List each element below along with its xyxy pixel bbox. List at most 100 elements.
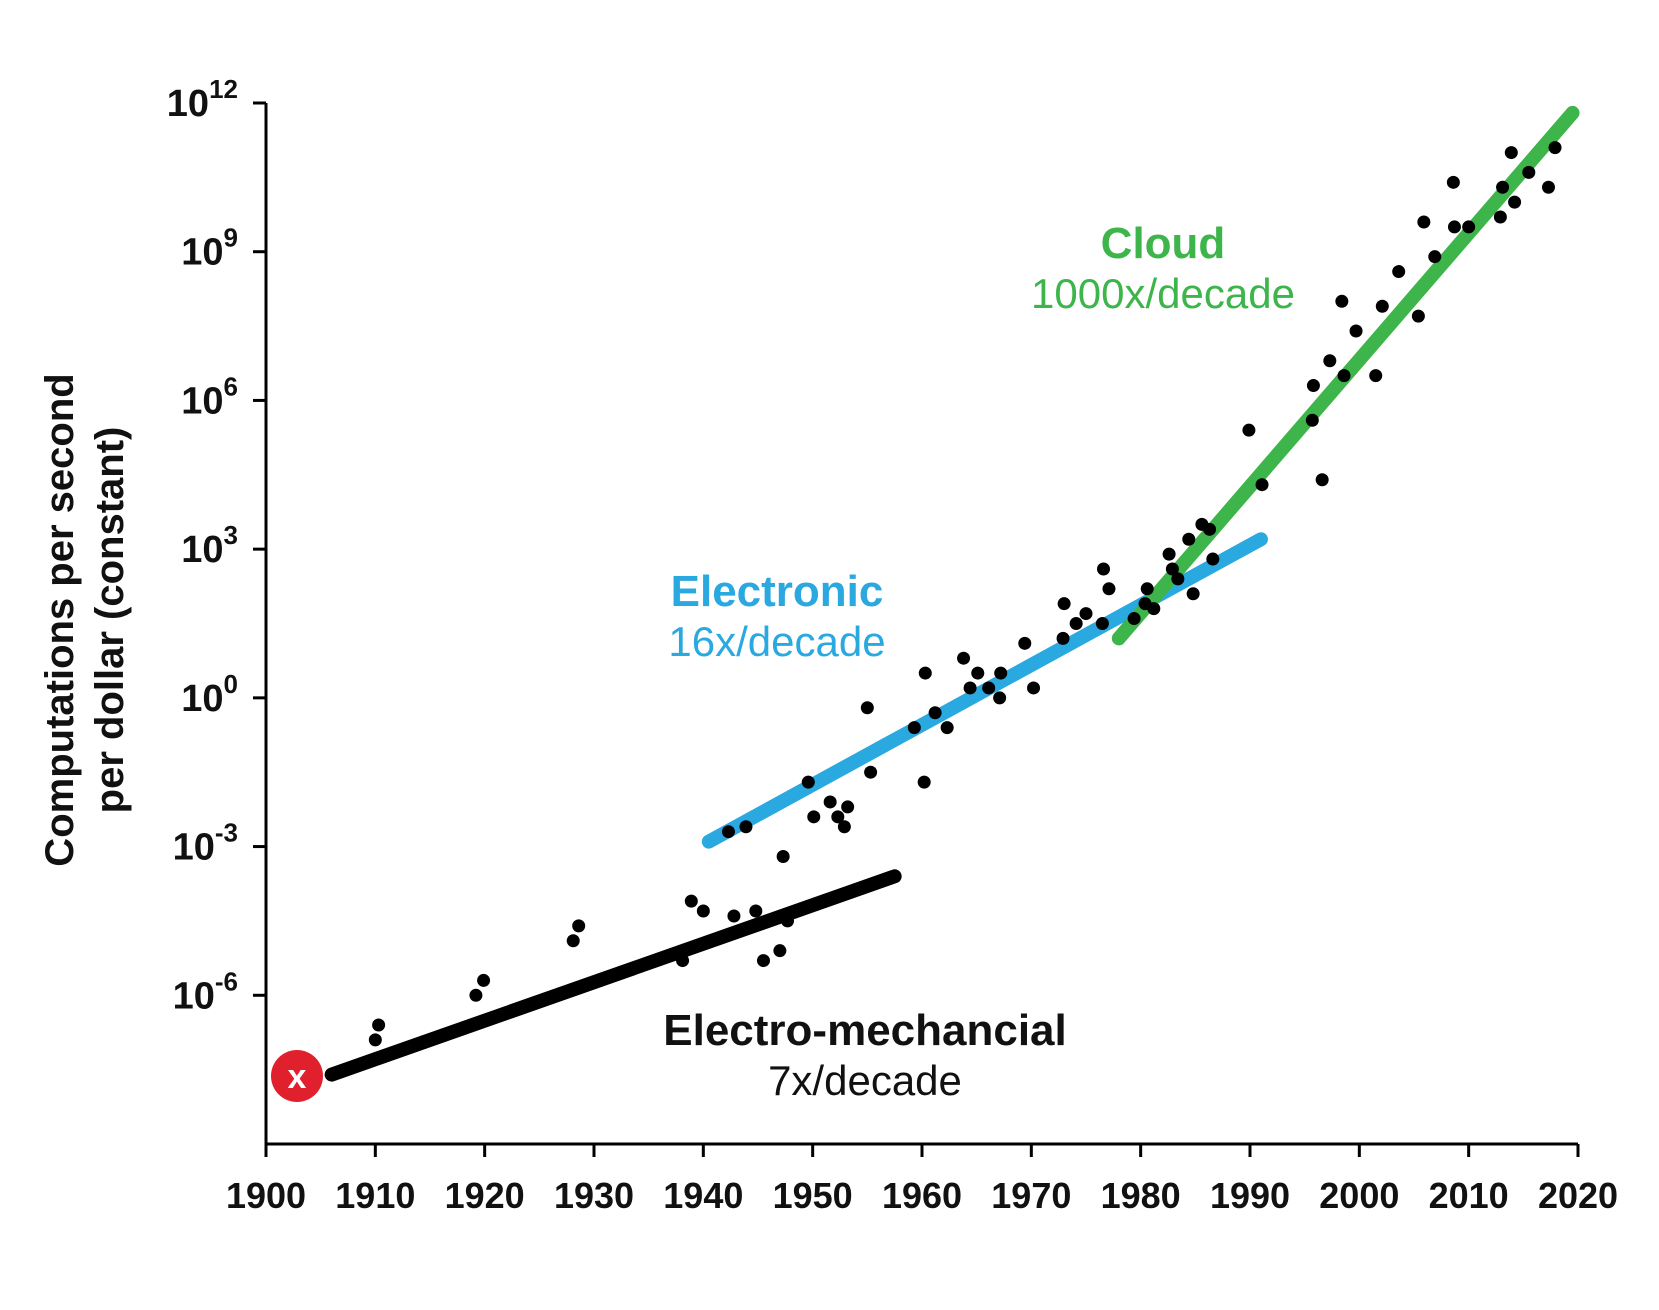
x-tick-label: 1990 [1210, 1175, 1290, 1216]
data-point [368, 1033, 382, 1047]
data-point [971, 666, 985, 680]
data-point [837, 820, 851, 834]
y-tick-exponent: 6 [224, 371, 238, 401]
data-point [1057, 597, 1071, 611]
y-tick-label: 1012 [167, 74, 238, 125]
data-point [1462, 220, 1476, 234]
data-point [1306, 379, 1320, 393]
data-point [1079, 607, 1093, 621]
data-point [823, 795, 837, 809]
y-tick-exponent: -6 [215, 966, 238, 996]
data-point [1522, 165, 1536, 179]
data-point [1337, 369, 1351, 383]
data-point [1335, 294, 1349, 308]
cloud-rate-label: 1000x/decade [1031, 270, 1295, 317]
x-tick-label: 1970 [991, 1175, 1071, 1216]
data-point [1056, 631, 1070, 645]
x-tick-label: 2000 [1319, 1175, 1399, 1216]
trend-lines [324, 105, 1580, 1082]
data-point [372, 1018, 386, 1032]
data-point [1102, 582, 1116, 596]
data-point [1496, 180, 1510, 194]
data-point [1428, 250, 1442, 264]
data-point [1018, 636, 1032, 650]
data-point [477, 973, 491, 987]
data-point [1446, 175, 1460, 189]
data-point [1069, 617, 1083, 630]
data-point [1508, 195, 1522, 209]
data-point [1206, 552, 1220, 566]
data-point [1375, 299, 1389, 313]
data-point [963, 681, 977, 695]
x-marker-circle [271, 1050, 323, 1102]
data-point [749, 904, 763, 918]
y-tick-base: 10 [167, 83, 209, 125]
electro-mechanical-label: Electro-mechancial [663, 1006, 1067, 1055]
data-points [368, 141, 1562, 1047]
data-point [1242, 423, 1256, 437]
y-axis-title-line-1: Computations per second [38, 373, 82, 866]
x-tick-label: 1940 [663, 1175, 743, 1216]
data-point [1127, 612, 1141, 626]
x-tick-label: 1920 [445, 1175, 525, 1216]
data-point [1147, 602, 1161, 616]
data-point [994, 666, 1008, 680]
y-tick-exponent: 12 [209, 74, 238, 104]
y-tick-base: 10 [181, 380, 223, 422]
data-point [572, 919, 586, 933]
y-tick-base: 10 [173, 975, 215, 1017]
x-tick-label: 1900 [226, 1175, 306, 1216]
x-marker-label: x [288, 1058, 307, 1096]
data-point [1493, 210, 1507, 224]
data-point [684, 894, 698, 908]
electronic-label: Electronic [671, 567, 884, 616]
data-point [957, 651, 971, 665]
data-point [739, 820, 753, 834]
x-tick-label: 2020 [1538, 1175, 1618, 1216]
data-point [566, 934, 580, 948]
data-point [1096, 562, 1110, 576]
data-point [801, 775, 815, 789]
data-point [1095, 617, 1109, 630]
x-marker: x [271, 1050, 323, 1102]
data-point [1411, 309, 1425, 323]
data-point [940, 721, 954, 735]
data-point [907, 721, 921, 735]
y-tick-base: 10 [181, 529, 223, 571]
data-point [1255, 478, 1269, 492]
y-axis-title: Computations per second per dollar (cons… [38, 373, 132, 866]
data-point [1182, 532, 1196, 546]
y-tick-label: 103 [181, 520, 238, 571]
x-ticks: 1900 1910 1920 1930 1940 1950 1960 1970 1980 1990… [226, 1144, 1618, 1216]
y-tick-label: 10-6 [173, 966, 238, 1017]
data-point [1165, 562, 1179, 576]
data-point [1186, 587, 1200, 601]
data-point [1140, 582, 1154, 596]
data-point [928, 706, 942, 720]
data-point [831, 810, 845, 824]
y-tick-label: 106 [181, 371, 238, 422]
data-point [776, 849, 790, 863]
data-point [918, 666, 932, 680]
data-point [781, 914, 795, 928]
x-tick-label: 2010 [1429, 1175, 1509, 1216]
y-tick-base: 10 [173, 827, 215, 869]
x-tick-label: 1910 [335, 1175, 415, 1216]
data-point [727, 909, 741, 923]
data-point [807, 810, 821, 824]
y-tick-exponent: 9 [224, 223, 238, 253]
data-point [773, 944, 787, 958]
data-point [1171, 572, 1185, 586]
x-tick-label: 1930 [554, 1175, 634, 1216]
y-tick-base: 10 [181, 232, 223, 274]
data-point [982, 681, 996, 695]
y-tick-exponent: -3 [215, 818, 238, 848]
data-point [860, 701, 874, 715]
data-point [1392, 265, 1406, 279]
axes [264, 103, 1578, 1146]
data-point [1027, 681, 1041, 695]
data-point [1323, 354, 1337, 368]
y-tick-exponent: 3 [224, 520, 238, 550]
